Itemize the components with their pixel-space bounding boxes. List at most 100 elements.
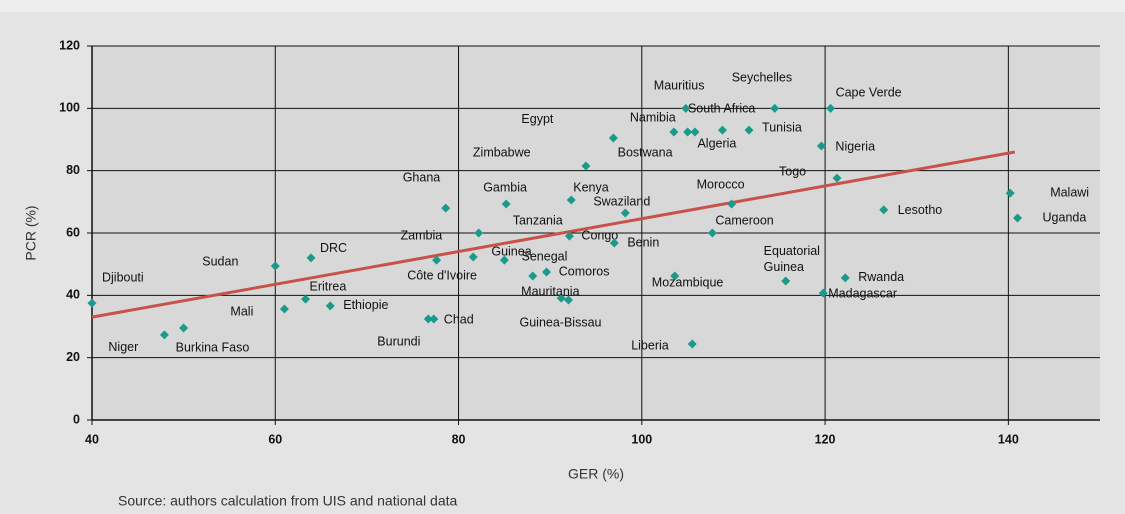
- x-tick-label: 140: [998, 432, 1019, 446]
- point-label: Chad: [444, 312, 474, 326]
- x-tick-label: 40: [85, 432, 99, 446]
- point-label: Cameroon: [715, 213, 773, 227]
- point: [528, 271, 538, 281]
- y-tick-label: 20: [66, 350, 80, 364]
- point-label: Lesotho: [898, 203, 943, 217]
- point-label: Morocco: [697, 177, 745, 191]
- point: [770, 103, 780, 113]
- point: [429, 314, 439, 324]
- point: [556, 293, 566, 303]
- point: [609, 238, 619, 248]
- point: [781, 276, 791, 286]
- point: [87, 298, 97, 308]
- point: [501, 199, 511, 209]
- point-label: Namibia: [630, 110, 676, 124]
- point-label: Eritrea: [310, 279, 347, 293]
- point-label: Ethiopie: [343, 298, 388, 312]
- point-label: DRC: [320, 241, 347, 255]
- point: [670, 271, 680, 281]
- point: [832, 173, 842, 183]
- point-label: Malawi: [1050, 185, 1089, 199]
- point-label: Mozambique: [652, 275, 724, 289]
- point: [826, 103, 836, 113]
- x-axis-label: GER (%): [568, 466, 624, 482]
- point-label: Kenya: [573, 180, 608, 194]
- point: [270, 261, 280, 271]
- x-tick-label: 60: [268, 432, 282, 446]
- point-label: Liberia: [631, 338, 669, 352]
- point: [620, 208, 630, 218]
- point: [669, 127, 679, 137]
- point: [707, 228, 717, 238]
- y-tick-label: 40: [66, 288, 80, 302]
- point-label: Egypt: [521, 112, 553, 126]
- point-label: Uganda: [1043, 210, 1087, 224]
- point-label: Tunisia: [762, 120, 802, 134]
- point-label: Tanzania: [513, 213, 563, 227]
- point-label: Zambia: [401, 228, 443, 242]
- point-label: Ghana: [403, 170, 441, 184]
- point: [159, 330, 169, 340]
- point-label: Zimbabwe: [473, 145, 531, 159]
- point-label: Côte d'Ivoire: [407, 268, 477, 282]
- point: [681, 103, 691, 113]
- x-tick-label: 120: [815, 432, 836, 446]
- point: [432, 255, 442, 265]
- source-note: Source: authors calculation from UIS and…: [118, 493, 458, 509]
- point: [818, 288, 828, 298]
- point-label: Guinea: [491, 244, 531, 258]
- point: [325, 301, 335, 311]
- y-tick-label: 120: [59, 38, 80, 52]
- point-label: Mauritius: [654, 79, 705, 93]
- point-label: Senegal: [522, 249, 568, 263]
- point-label: Burundi: [377, 334, 420, 348]
- point-label: Benin: [627, 235, 659, 249]
- point: [690, 127, 700, 137]
- y-tick-label: 80: [66, 163, 80, 177]
- point: [687, 339, 697, 349]
- point: [441, 203, 451, 213]
- point: [564, 295, 574, 305]
- point: [279, 304, 289, 314]
- point: [566, 195, 576, 205]
- point-label: Comoros: [559, 264, 610, 278]
- point-label: Rwanda: [858, 270, 904, 284]
- point: [306, 253, 316, 263]
- point-label: Bostwana: [618, 145, 673, 159]
- point-label: Mauritania: [521, 284, 579, 298]
- point: [1013, 213, 1023, 223]
- point: [879, 205, 889, 215]
- point-label: Cape Verde: [836, 86, 902, 100]
- point: [816, 141, 826, 151]
- point: [423, 314, 433, 324]
- point: [840, 273, 850, 283]
- point-label: Guinea-Bissau: [520, 315, 602, 329]
- point-label: Togo: [779, 164, 806, 178]
- point-label: Djibouti: [102, 270, 144, 284]
- point-label: South Africa: [688, 101, 755, 115]
- point: [744, 125, 754, 135]
- point: [727, 199, 737, 209]
- point-label: Swaziland: [593, 194, 650, 208]
- y-axis-label: PCR (%): [23, 205, 39, 260]
- point: [683, 127, 693, 137]
- point: [717, 125, 727, 135]
- point: [468, 252, 478, 262]
- point: [301, 294, 311, 304]
- point: [581, 161, 591, 171]
- point: [542, 267, 552, 277]
- point-label: Niger: [108, 340, 138, 354]
- y-tick-label: 60: [66, 225, 80, 239]
- point-label: Burkina Faso: [176, 340, 250, 354]
- point-label: Mali: [230, 304, 253, 318]
- y-tick-label: 100: [59, 101, 80, 115]
- point-label: Congo: [581, 228, 618, 242]
- point: [608, 133, 618, 143]
- point-label: Seychelles: [732, 71, 792, 85]
- point: [499, 255, 509, 265]
- point-label: Gambia: [483, 180, 527, 194]
- x-tick-label: 100: [631, 432, 652, 446]
- point-label: Algeria: [697, 136, 736, 150]
